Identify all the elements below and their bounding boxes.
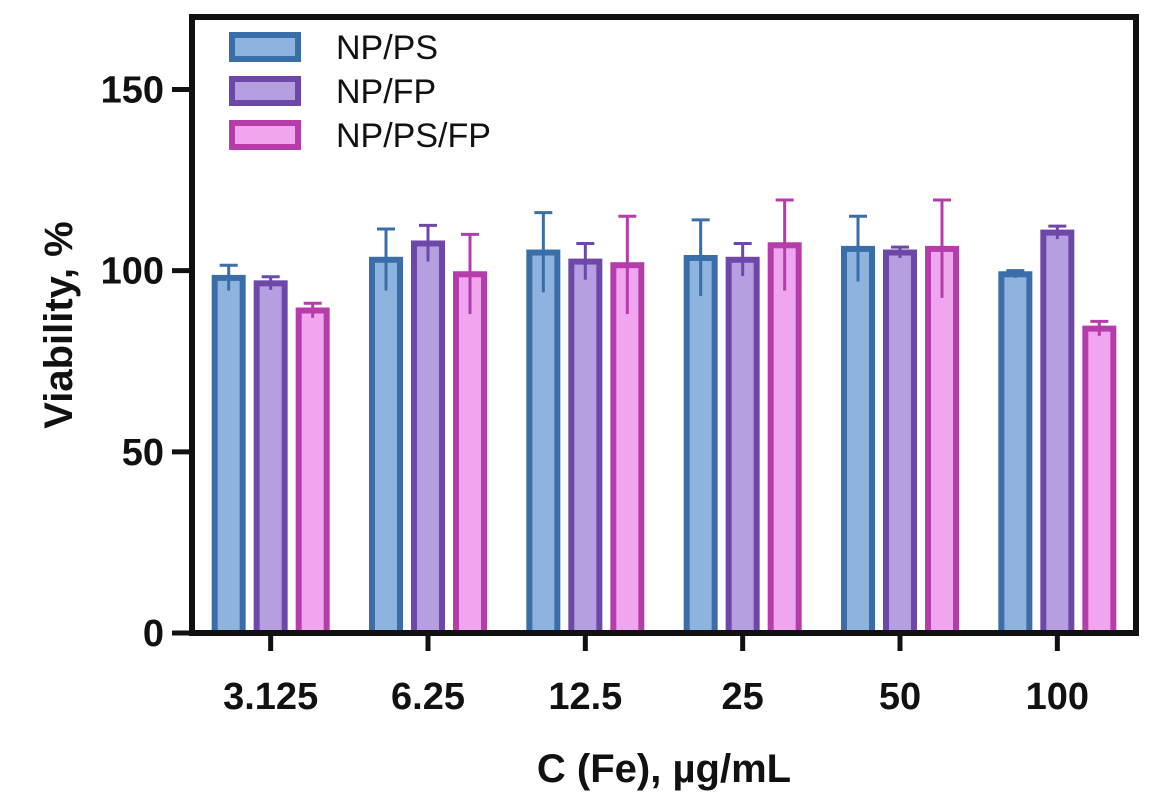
legend: NP/PS NP/FP NP/PS/FP <box>229 29 491 155</box>
x-tick-label: 3.125 <box>223 676 318 718</box>
y-tick-label: 150 <box>101 69 164 111</box>
y-axis: 0 50 100 150 <box>101 69 192 655</box>
bar <box>1040 229 1075 636</box>
bar <box>526 249 561 636</box>
legend-label: NP/PS/FP <box>336 117 491 155</box>
y-tick-label: 0 <box>143 613 164 655</box>
bar <box>453 271 487 636</box>
bar <box>295 307 330 636</box>
legend-label: NP/PS <box>336 29 438 67</box>
plot-frame <box>189 14 1139 636</box>
bar <box>610 262 645 636</box>
x-axis: 3.125 6.25 12.5 25 50 100 <box>223 633 1089 718</box>
bar <box>1082 325 1117 636</box>
bar <box>253 280 288 636</box>
bar <box>925 245 959 636</box>
bars-layer <box>211 229 1117 636</box>
x-tick-label: 100 <box>1026 676 1089 718</box>
bar <box>411 240 445 636</box>
legend-swatch <box>229 120 301 150</box>
bar <box>725 256 760 636</box>
x-tick-label: 25 <box>722 676 764 718</box>
bar <box>883 249 917 636</box>
bar <box>683 254 718 636</box>
y-tick-label: 100 <box>101 251 164 293</box>
bar <box>998 271 1033 636</box>
bar <box>841 245 875 636</box>
legend-label: NP/FP <box>336 73 436 111</box>
y-tick-label: 50 <box>122 432 164 474</box>
bar <box>767 242 802 636</box>
x-tick-label: 6.25 <box>391 676 465 718</box>
bar <box>211 274 246 636</box>
legend-swatch <box>229 32 301 62</box>
x-tick-label: 50 <box>879 676 921 718</box>
bar <box>568 258 603 636</box>
x-tick-label: 12.5 <box>548 676 622 718</box>
bar <box>369 256 403 636</box>
y-axis-title: Viability, % <box>37 221 81 428</box>
error-bars-layer <box>219 198 1109 336</box>
x-axis-title: C (Fe), µg/mL <box>537 747 791 791</box>
legend-swatch <box>229 76 301 106</box>
